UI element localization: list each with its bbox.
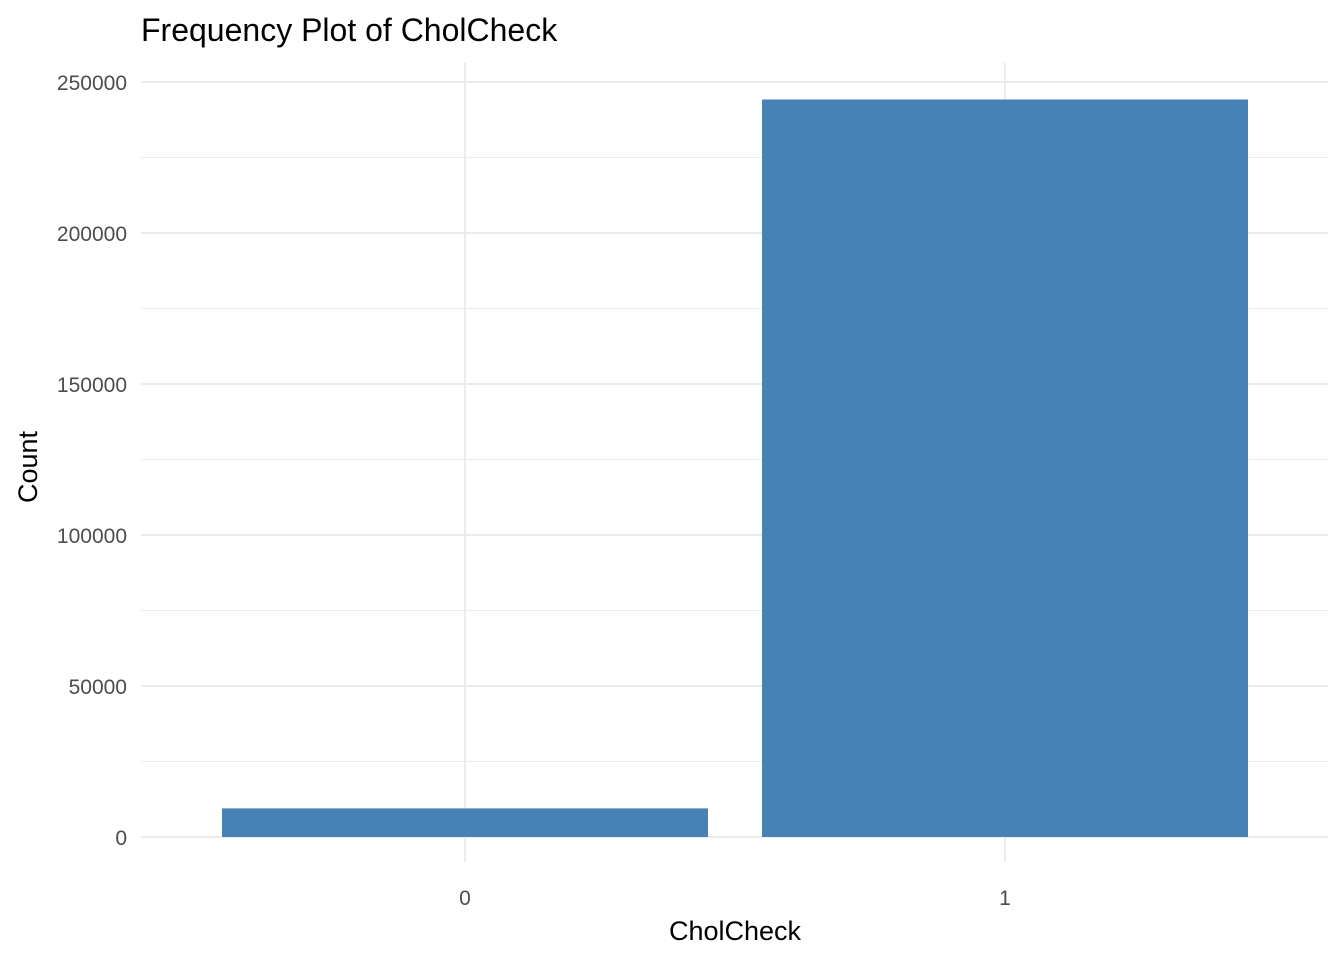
bar-0: [222, 808, 708, 837]
y-axis-title: Count: [13, 430, 43, 503]
y-tick-labels: 0 50000 100000 150000 200000 250000: [57, 72, 127, 850]
bars: [222, 99, 1248, 838]
x-tick-label: 1: [999, 887, 1011, 910]
y-tick-label: 250000: [57, 72, 127, 95]
x-axis-title: CholCheck: [669, 916, 802, 946]
bar-1: [762, 99, 1248, 838]
y-tick-label: 200000: [57, 223, 127, 246]
y-tick-label: 100000: [57, 525, 127, 548]
y-tick-label: 0: [115, 827, 127, 850]
x-tick-label: 0: [459, 887, 471, 910]
chart-title: Frequency Plot of CholCheck: [141, 12, 558, 48]
y-tick-label: 50000: [69, 676, 127, 699]
y-tick-label: 150000: [57, 374, 127, 397]
